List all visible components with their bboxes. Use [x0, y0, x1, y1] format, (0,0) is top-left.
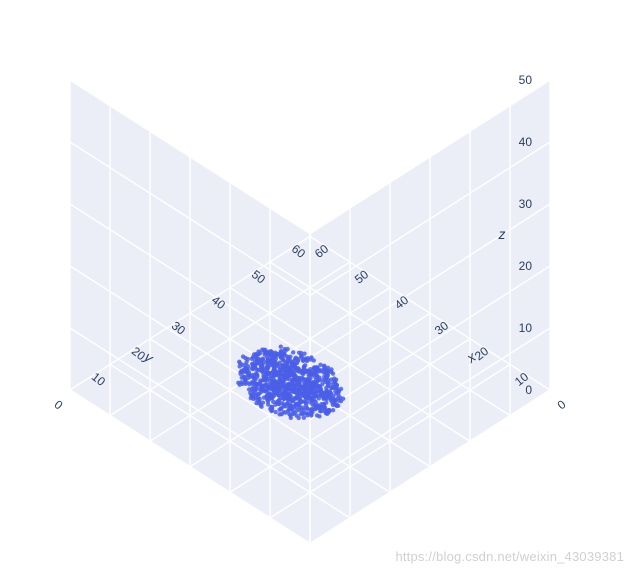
svg-text:20: 20	[519, 259, 533, 273]
svg-text:0: 0	[525, 383, 532, 397]
watermark-text: https://blog.csdn.net/weixin_43039381	[395, 549, 624, 564]
3d-scatter-plot[interactable]: 0102030405060x0102030405060y01020304050z	[0, 0, 638, 572]
svg-text:10: 10	[519, 321, 533, 335]
svg-text:z: z	[498, 226, 506, 242]
svg-text:0: 0	[555, 397, 569, 412]
svg-text:30: 30	[519, 197, 533, 211]
svg-text:0: 0	[52, 397, 66, 412]
svg-text:50: 50	[519, 73, 533, 87]
svg-text:40: 40	[519, 135, 533, 149]
chart-container: 0102030405060x0102030405060y01020304050z…	[0, 0, 638, 572]
